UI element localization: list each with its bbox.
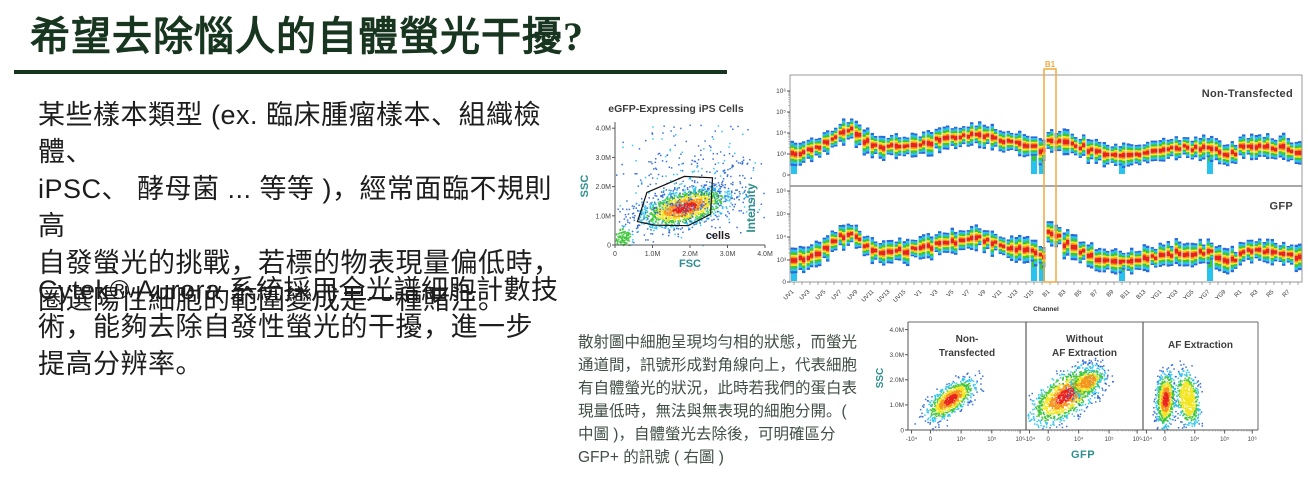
plot-label: GFP — [1269, 201, 1293, 213]
panel-title: Non- — [956, 334, 979, 345]
fsc-axis-label: FSC — [679, 258, 701, 270]
channel-tick-label: B9 — [1106, 289, 1116, 299]
x-tick-label: 0 — [1163, 437, 1167, 443]
x-tick-label: 10⁴ — [1190, 436, 1200, 443]
channel-tick-label: YG7 — [1199, 289, 1212, 302]
x-tick-label: -10⁴ — [1141, 436, 1153, 443]
paragraph-sample-types: 某些樣本類型 (ex. 臨床腫瘤樣本、組織檢體、 iPSC、 酵母菌 ... 等… — [38, 100, 561, 315]
y-tick-label: 4.0M — [595, 126, 611, 133]
channel-tick-label: YG9 — [1215, 289, 1228, 302]
channel-tick-label: V7 — [962, 289, 972, 299]
figure-spectral-plots: 0 10³ 10⁴ 10⁵ 10⁶ Non-Transfected 0 10³ 10⁴ 10⁵ 10… — [745, 60, 1303, 313]
y-tick-label: 1.0M — [595, 213, 611, 220]
x-tick-label: 10⁵ — [1220, 436, 1230, 443]
plot-label: Non-Transfected — [1202, 88, 1293, 100]
gfp-axis-label: GFP — [1071, 449, 1095, 461]
intensity-tick-label: 10⁴ — [776, 234, 786, 241]
channel-tick-label: R1 — [1234, 289, 1244, 299]
x-tick-label: 10⁴ — [956, 436, 966, 443]
x-tick-label: 1.0M — [645, 251, 661, 258]
paragraph-cytek-aurora: Cytek® Aurora 系統採用全光譜細胞計數技 術，能夠去除自發性螢光的干… — [38, 275, 559, 379]
channel-tick-label: B1 — [1042, 289, 1052, 299]
channel-tick-label: B5 — [1074, 289, 1084, 299]
intensity-tick-label: 10⁵ — [776, 211, 786, 218]
y-tick-label: 1.0M — [890, 402, 904, 409]
channel-tick-label: UV1 — [783, 289, 796, 302]
x-tick-label: 10⁶ — [1133, 436, 1143, 443]
intensity-tick-label: 0 — [782, 172, 786, 179]
intensity-tick-label: 10³ — [777, 151, 787, 158]
channel-tick-label: R7 — [1282, 289, 1292, 299]
x-tick-label: -10⁴ — [1024, 436, 1036, 443]
b1-highlight-label: B1 — [1045, 60, 1056, 69]
y-tick-label: 3.0M — [890, 352, 904, 359]
scatter-title: eGFP-Expressing iPS Cells — [608, 103, 744, 115]
ssc-axis-label: SSC — [876, 368, 886, 389]
intensity-axis-label: Intensity — [745, 183, 758, 233]
panel-title: AF Extraction — [1168, 340, 1233, 351]
channel-tick-label: R5 — [1266, 289, 1276, 299]
panel-title: Transfected — [939, 348, 995, 359]
channel-tick-label: UV9 — [847, 289, 860, 302]
channel-tick-label: V13 — [1008, 289, 1020, 301]
channel-tick-label: V3 — [930, 289, 940, 299]
gate-label: cells — [706, 230, 730, 242]
x-tick-label: 0 — [929, 437, 933, 443]
x-tick-label: 10⁴ — [1074, 436, 1084, 443]
y-tick-label: 2.0M — [595, 184, 611, 191]
intensity-tick-label: 10⁶ — [776, 188, 786, 195]
channel-tick-label: V5 — [946, 289, 956, 299]
x-tick-label: 0 — [613, 251, 617, 258]
x-tick-label: 10⁵ — [1104, 436, 1114, 443]
x-tick-label: 10⁶ — [1248, 436, 1258, 443]
intensity-tick-label: 10³ — [777, 257, 787, 264]
channel-tick-label: B13 — [1136, 289, 1148, 301]
y-tick-label: 0 — [900, 427, 904, 434]
x-tick-label: 0 — [1047, 437, 1051, 443]
ssc-axis-label: SSC — [579, 175, 591, 198]
channel-tick-label: V11 — [992, 289, 1004, 301]
b1-highlight-box — [1043, 68, 1057, 283]
channel-tick-label: UV7 — [831, 289, 844, 302]
intensity-tick-label: 10⁶ — [776, 88, 786, 95]
channel-tick-label: UV15 — [893, 289, 908, 304]
x-tick-label: 10⁵ — [987, 436, 997, 443]
channel-tick-label: V9 — [978, 289, 988, 299]
x-tick-label: 3.0M — [720, 251, 736, 258]
y-tick-label: 3.0M — [595, 155, 611, 162]
x-tick-label: 4.0M — [757, 251, 773, 258]
page-title: 希望去除惱人的自體螢光干擾? — [30, 14, 584, 59]
y-tick-label: 2.0M — [890, 377, 904, 384]
intensity-tick-label: 10⁴ — [776, 130, 786, 137]
x-tick-label: 2.0M — [682, 251, 698, 258]
channel-axis-label: Channel — [1033, 306, 1059, 313]
channel-tick-label: UV13 — [877, 289, 892, 304]
y-tick-label: 4.0M — [890, 327, 904, 334]
figure-gfp-panels: 01.0M2.0M3.0M4.0M-10⁴ 0 10⁴ 10⁵ 10⁶ -10⁴ 0 10⁴ 1… — [876, 321, 1259, 461]
channel-tick-label: V15 — [1024, 289, 1036, 301]
channel-tick-label: YG3 — [1167, 289, 1180, 302]
channel-tick-label: YG1 — [1151, 289, 1164, 302]
panel-title: Without — [1066, 334, 1104, 345]
x-tick-label: 10⁶ — [1016, 436, 1026, 443]
channel-tick-label: B7 — [1090, 289, 1100, 299]
channel-tick-label: B3 — [1058, 289, 1068, 299]
channel-tick-label: YG5 — [1183, 289, 1196, 302]
caption-text: 散射圖中細胞呈現均勻相的狀態，而螢光 通道間，訊號形成對角線向上，代表細胞 有自… — [578, 334, 858, 466]
channel-tick-label: V1 — [914, 289, 924, 299]
channel-tick-label: UV5 — [815, 289, 828, 302]
intensity-tick-label: 10⁵ — [776, 109, 786, 116]
title-underline — [14, 70, 727, 74]
channel-tick-label: UV11 — [861, 289, 876, 304]
figure-ssc-fsc-scatter: eGFP-Expressing iPS Cells 0 1.0M 2.0M 3.0M 4.… — [579, 103, 773, 270]
panel-title: AF Extraction — [1052, 348, 1117, 359]
channel-tick-label: UV3 — [799, 289, 812, 302]
cells-gate — [636, 175, 714, 227]
y-tick-label: 0 — [607, 243, 611, 250]
channel-tick-label: B11 — [1120, 289, 1132, 301]
channel-tick-label: R3 — [1250, 289, 1260, 299]
intensity-tick-label: 0 — [782, 279, 786, 286]
x-tick-label: -10⁴ — [906, 436, 918, 443]
